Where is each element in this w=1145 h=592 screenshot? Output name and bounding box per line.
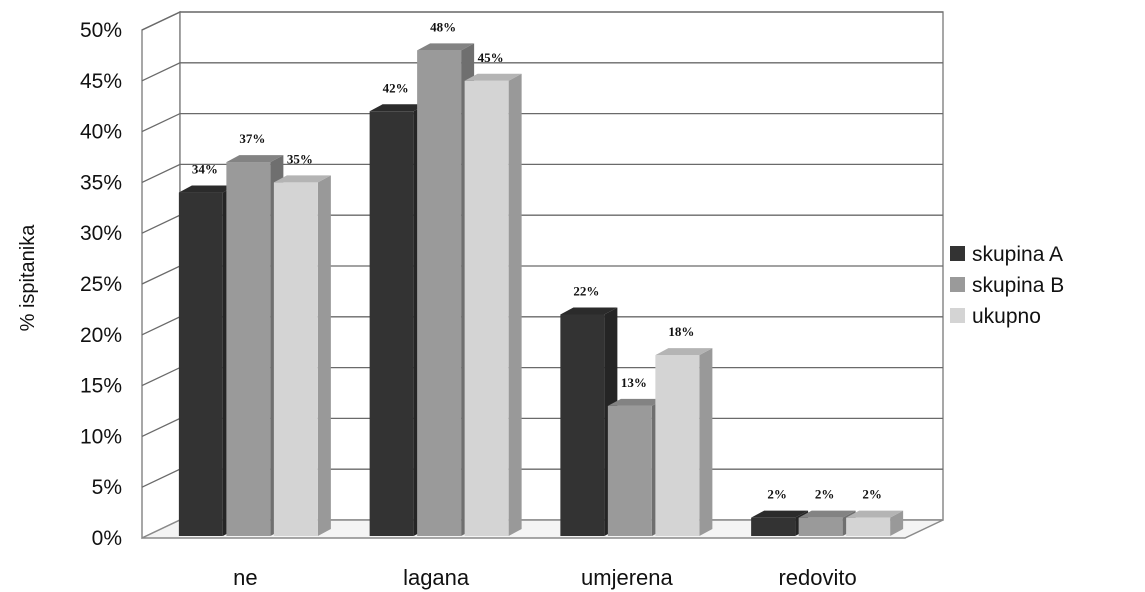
y-tick-label: 25% (80, 273, 122, 296)
y-tick-label: 30% (80, 222, 122, 245)
data-label: 35% (287, 151, 313, 166)
data-label: 13% (621, 375, 647, 390)
x-tick-label: lagana (403, 565, 470, 590)
data-label: 34% (192, 162, 218, 177)
legend-swatch (950, 246, 965, 261)
y-axis-ticks: 0% 5% 10% 15% 20% 25% 30% 35% 40% 45% 50% (80, 19, 122, 550)
gridline (141, 11, 943, 31)
y-tick-label: 45% (80, 70, 122, 93)
data-label: 37% (239, 131, 265, 146)
legend-label: skupina B (972, 274, 1064, 297)
y-tick-label: 5% (92, 476, 122, 499)
bar (273, 175, 331, 536)
data-label: 42% (383, 80, 409, 95)
legend: skupina A skupina B ukupno (950, 243, 1064, 328)
data-label: 2% (862, 487, 882, 502)
bar (464, 73, 522, 537)
data-labels: 34% 37% 35% 42% 48% 45% 22% 13% 18% 2% 2% 2% (192, 19, 882, 501)
floor (141, 519, 944, 539)
x-tick-label: redovito (778, 565, 856, 590)
gridline (141, 163, 943, 183)
bar (751, 510, 809, 536)
legend-label: skupina A (972, 243, 1063, 266)
bar (655, 348, 713, 536)
data-label: 48% (430, 19, 456, 34)
y-tick-label: 35% (80, 171, 122, 194)
gridline (141, 112, 943, 133)
y-tick-label: 0% (92, 527, 122, 550)
x-tick-label: umjerena (581, 565, 673, 590)
legend-swatch (950, 277, 965, 292)
data-label: 2% (767, 487, 787, 502)
y-tick-label: 50% (80, 19, 122, 42)
y-tick-label: 10% (80, 425, 122, 448)
y-tick-label: 20% (80, 324, 122, 347)
x-axis-ticks: ne lagana umjerena redovito (233, 565, 857, 590)
data-label: 45% (478, 50, 504, 65)
y-tick-label: 15% (80, 375, 122, 398)
legend-item: skupina B (950, 274, 1064, 297)
x-tick-label: ne (233, 565, 257, 590)
y-axis-label: % ispitanika (17, 224, 39, 332)
gridline (141, 62, 943, 82)
bar (846, 510, 904, 536)
legend-item: skupina A (950, 243, 1063, 266)
legend-swatch (950, 308, 965, 323)
bars (178, 43, 904, 537)
bar (798, 510, 856, 536)
data-label: 22% (573, 283, 599, 298)
data-label: 18% (668, 324, 694, 339)
y-tick-label: 40% (80, 121, 122, 144)
legend-item: ukupno (950, 305, 1041, 328)
data-label: 2% (815, 487, 835, 502)
legend-label: ukupno (972, 305, 1041, 328)
